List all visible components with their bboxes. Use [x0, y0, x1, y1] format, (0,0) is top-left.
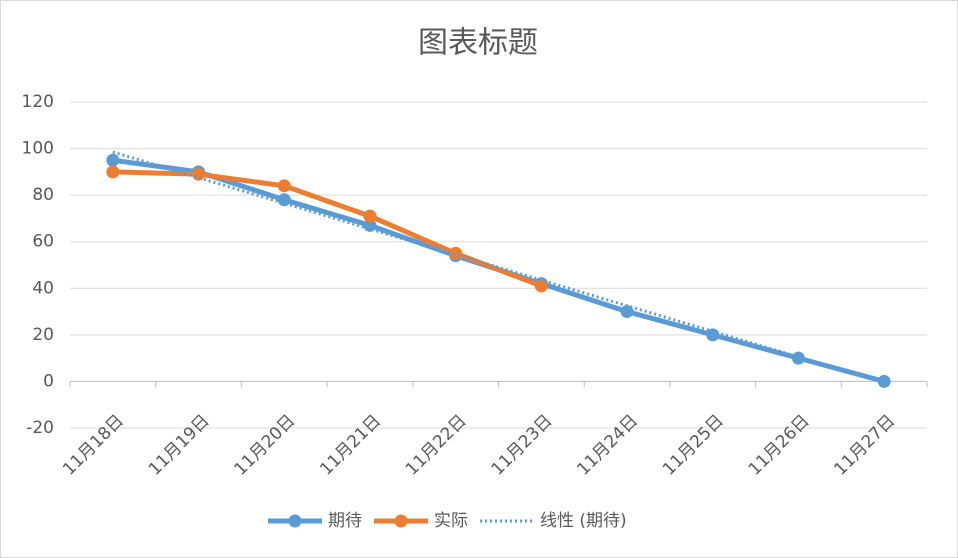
series-marker	[106, 153, 120, 167]
legend-item: 线性 (期待)	[480, 511, 627, 531]
y-tick-label: 0	[43, 371, 54, 391]
series-marker	[106, 165, 120, 179]
legend-item: 期待	[268, 511, 362, 531]
y-tick-label: 20	[32, 325, 54, 345]
y-tick-label: 80	[32, 185, 54, 205]
y-tick-label: 100	[22, 139, 54, 159]
y-tick-label: 60	[32, 232, 54, 252]
series-marker	[534, 279, 548, 293]
series-marker	[449, 246, 463, 260]
y-tick-label: -20	[26, 418, 54, 438]
series-marker	[192, 167, 206, 181]
y-tick-label: 120	[22, 92, 54, 112]
legend-label: 期待	[328, 511, 362, 531]
legend-marker	[288, 514, 302, 528]
legend-marker	[394, 514, 408, 528]
series-marker	[277, 193, 291, 207]
series-marker	[620, 305, 634, 319]
legend-label: 实际	[434, 511, 468, 531]
legend-label: 线性 (期待)	[540, 511, 627, 531]
series-marker	[877, 374, 891, 388]
series-marker	[277, 179, 291, 193]
series-marker	[706, 328, 720, 342]
chart-title: 图表标题	[418, 26, 538, 61]
series-line	[112, 150, 885, 385]
series-line	[112, 169, 543, 289]
y-tick-label: 40	[32, 278, 54, 298]
legend-item: 实际	[374, 511, 468, 531]
series-marker	[363, 209, 377, 223]
